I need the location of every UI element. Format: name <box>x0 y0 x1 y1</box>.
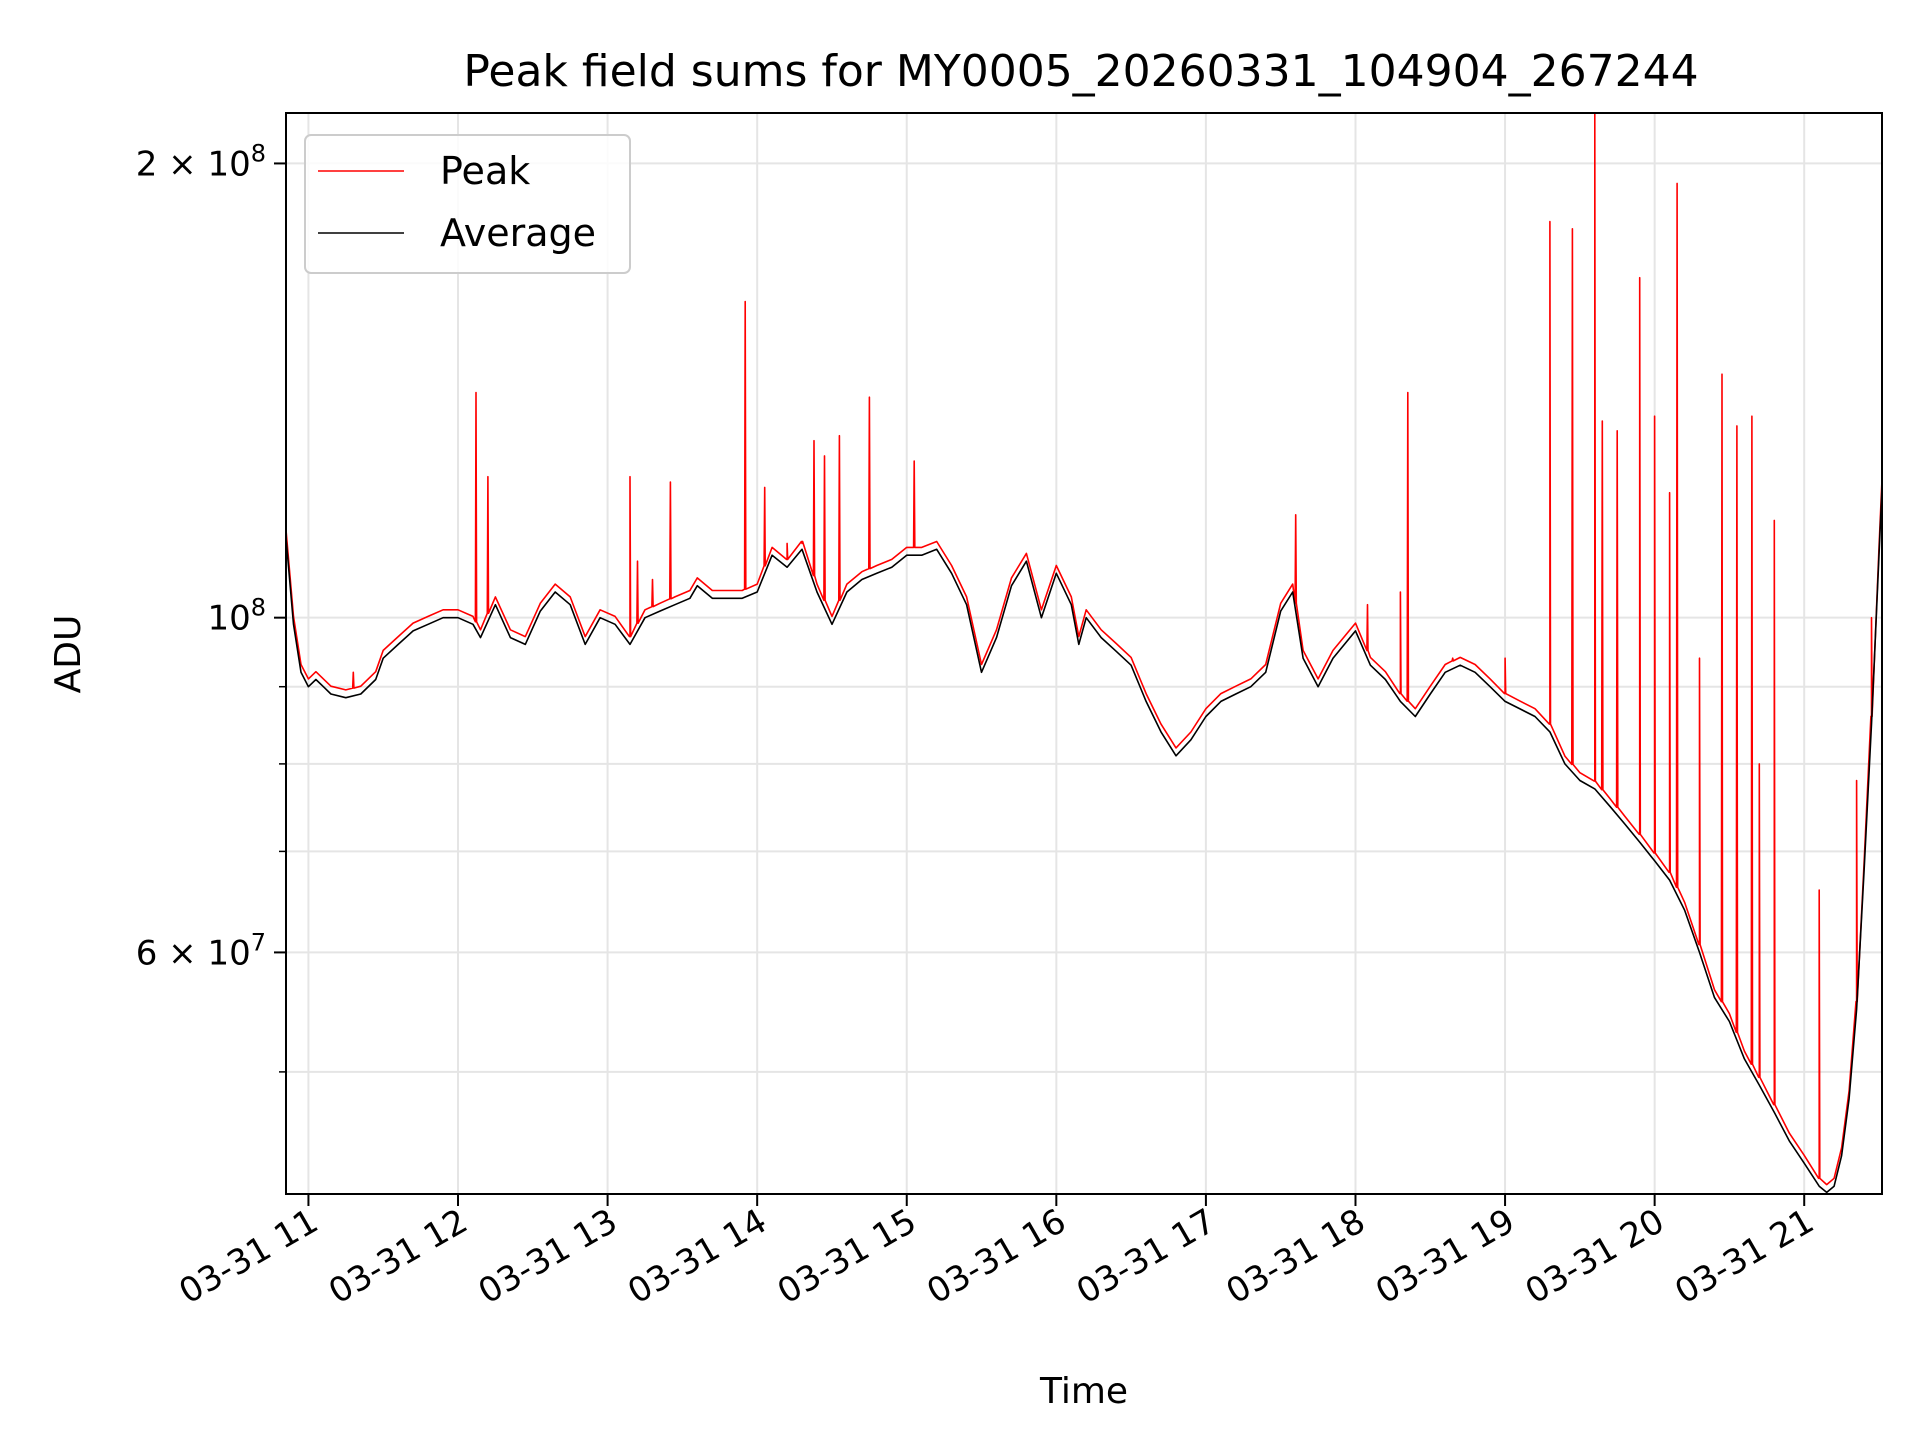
legend-box <box>304 134 631 274</box>
series-layer <box>286 113 1882 1194</box>
x-axis-title: Time <box>1039 1371 1128 1412</box>
y-tick-label: 6 × 107 <box>136 928 266 973</box>
plot-frame <box>285 112 1883 1195</box>
average-series-line <box>286 487 1882 1194</box>
y-tick-label: 2 × 108 <box>136 139 266 184</box>
legend-label-peak: Peak <box>440 149 530 193</box>
legend: Peak Average <box>304 134 631 274</box>
y-axis-title: ADU <box>48 615 89 694</box>
peak-series-line <box>286 113 1882 1186</box>
chart-title: Peak field sums for MY0005_20260331_1049… <box>463 46 1698 97</box>
legend-label-average: Average <box>440 211 596 255</box>
plot-area <box>286 113 1882 1194</box>
y-tick-label: 108 <box>207 594 266 639</box>
